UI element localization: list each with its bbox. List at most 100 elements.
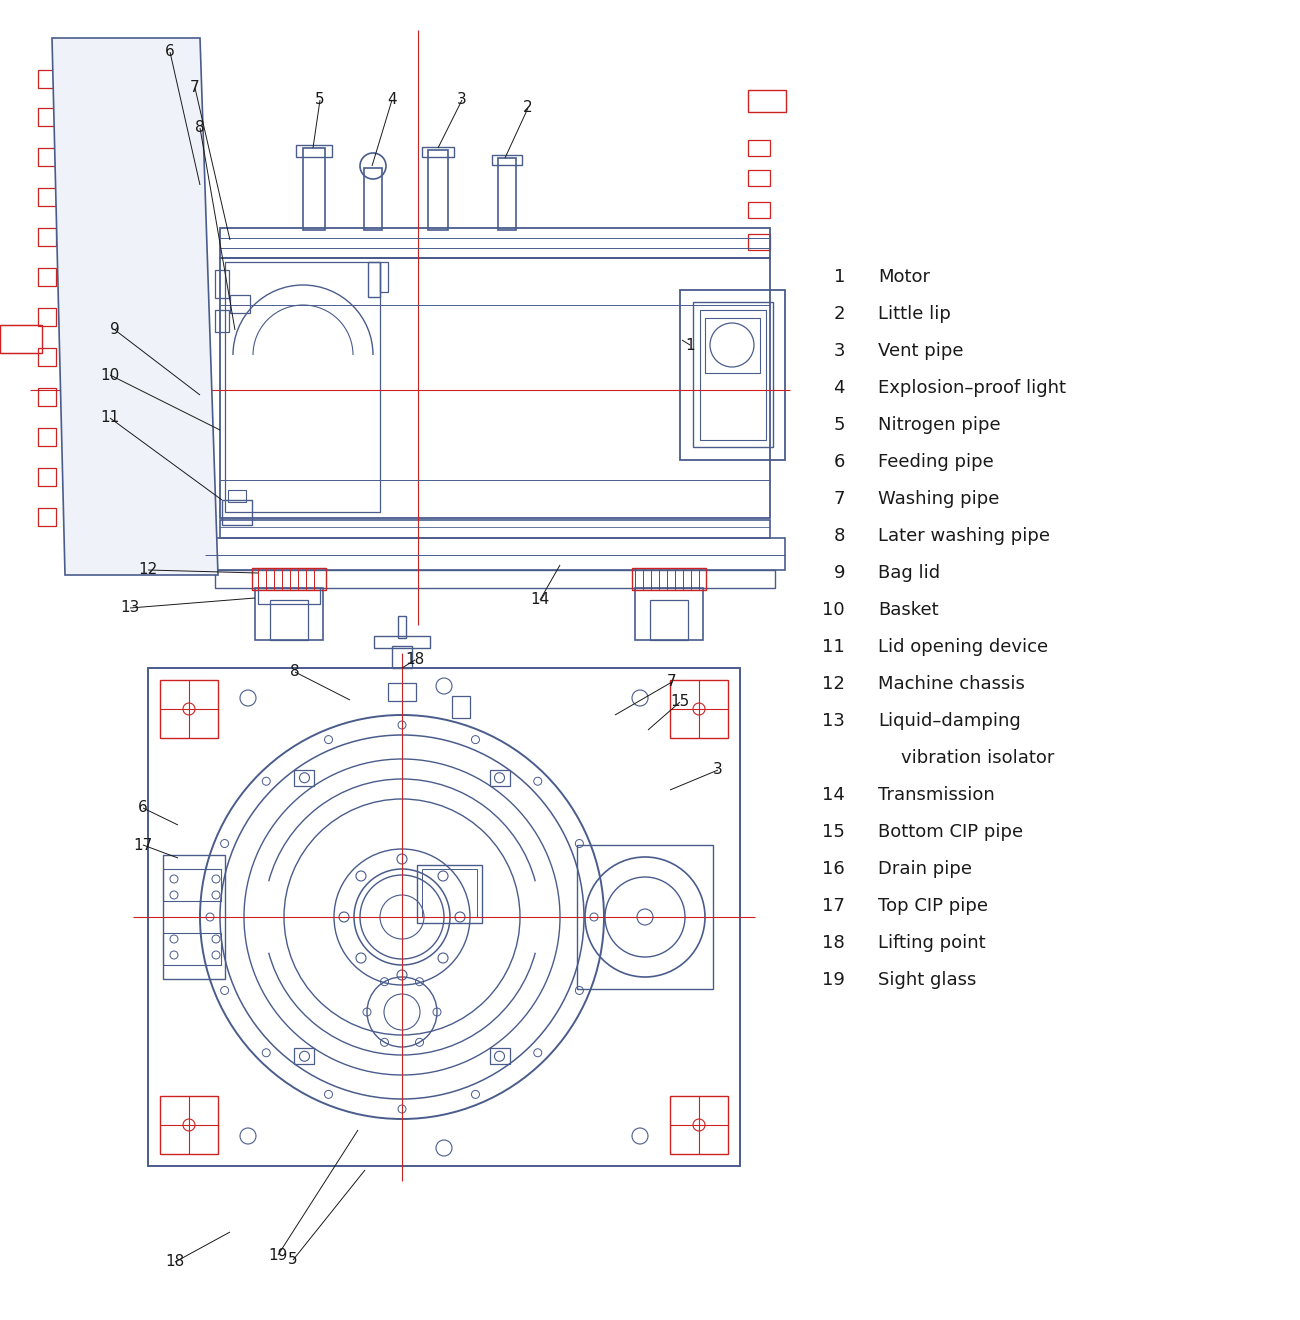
Text: 5: 5	[315, 92, 325, 107]
Bar	[387, 682, 416, 701]
Bar	[705, 318, 760, 374]
Bar	[393, 645, 412, 668]
Text: 15: 15	[671, 694, 689, 710]
Text: 6: 6	[165, 45, 176, 59]
Bar	[380, 261, 387, 292]
Text: vibration isolator: vibration isolator	[878, 748, 1054, 767]
Bar	[255, 587, 322, 640]
Text: Explosion–proof light: Explosion–proof light	[878, 379, 1066, 397]
Text: 6: 6	[833, 453, 845, 471]
Bar	[162, 855, 225, 979]
Bar	[214, 271, 229, 298]
Bar	[38, 228, 56, 246]
Bar	[295, 1048, 315, 1064]
Bar	[148, 668, 740, 1166]
Text: 13: 13	[121, 601, 139, 615]
Bar	[747, 140, 770, 156]
Bar	[227, 490, 246, 502]
Bar	[0, 325, 42, 352]
Bar	[632, 568, 706, 590]
Text: Basket: Basket	[878, 601, 939, 619]
Text: 9: 9	[111, 322, 120, 338]
Bar	[222, 500, 252, 525]
Bar	[160, 680, 218, 738]
Text: 7: 7	[833, 490, 845, 508]
Bar	[220, 520, 770, 539]
Text: Transmission: Transmission	[878, 785, 995, 804]
Bar	[38, 268, 56, 286]
Bar	[205, 539, 785, 570]
Text: Machine chassis: Machine chassis	[878, 675, 1024, 693]
Bar	[160, 1096, 218, 1154]
Bar	[220, 228, 770, 257]
Text: 19: 19	[268, 1247, 287, 1262]
Text: Washing pipe: Washing pipe	[878, 490, 1000, 508]
Text: Top CIP pipe: Top CIP pipe	[878, 898, 988, 915]
Text: 6: 6	[138, 800, 148, 816]
Text: 3: 3	[458, 92, 467, 107]
Bar	[296, 145, 332, 157]
Text: 8: 8	[290, 664, 300, 680]
Text: 4: 4	[387, 92, 396, 107]
Text: 17: 17	[134, 837, 152, 853]
Text: 15: 15	[822, 822, 845, 841]
Bar	[417, 865, 482, 923]
Bar	[270, 601, 308, 640]
Text: Nitrogen pipe: Nitrogen pipe	[878, 416, 1001, 434]
Text: 3: 3	[833, 342, 845, 360]
Text: Feeding pipe: Feeding pipe	[878, 453, 993, 471]
Text: 2: 2	[523, 100, 533, 116]
Bar	[214, 570, 775, 587]
Text: Vent pipe: Vent pipe	[878, 342, 963, 360]
Text: 10: 10	[823, 601, 845, 619]
Text: 10: 10	[100, 367, 120, 383]
Text: Bottom CIP pipe: Bottom CIP pipe	[878, 822, 1023, 841]
Bar	[225, 261, 380, 512]
Bar	[452, 696, 471, 718]
Bar	[38, 348, 56, 366]
Bar	[162, 933, 221, 965]
Text: Later washing pipe: Later washing pipe	[878, 527, 1050, 545]
Text: 7: 7	[190, 81, 200, 95]
Text: Drain pipe: Drain pipe	[878, 861, 972, 878]
Polygon shape	[52, 38, 218, 576]
Text: 13: 13	[822, 711, 845, 730]
Text: 1: 1	[833, 268, 845, 286]
Bar	[680, 290, 785, 459]
Bar	[699, 310, 766, 440]
Text: 5: 5	[289, 1253, 298, 1267]
Bar	[747, 90, 786, 112]
Text: 17: 17	[822, 898, 845, 915]
Bar	[38, 108, 56, 125]
Bar	[498, 158, 516, 230]
Bar	[38, 187, 56, 206]
Bar	[650, 601, 688, 640]
Text: Motor: Motor	[878, 268, 930, 286]
Bar	[38, 508, 56, 525]
Text: 3: 3	[714, 763, 723, 777]
Text: Lifting point: Lifting point	[878, 935, 985, 952]
Text: Little lip: Little lip	[878, 305, 950, 323]
Bar	[577, 845, 712, 989]
Bar	[670, 1096, 728, 1154]
Text: 2: 2	[833, 305, 845, 323]
Bar	[38, 428, 56, 446]
Bar	[38, 469, 56, 486]
Text: 18: 18	[165, 1254, 185, 1270]
Bar	[303, 148, 325, 230]
Bar	[747, 234, 770, 249]
Text: 18: 18	[406, 652, 425, 668]
Bar	[491, 154, 523, 165]
Text: 9: 9	[833, 564, 845, 582]
Bar	[670, 680, 728, 738]
Text: 12: 12	[822, 675, 845, 693]
Text: 18: 18	[822, 935, 845, 952]
Bar	[634, 587, 703, 640]
Text: 1: 1	[685, 338, 694, 352]
Bar	[220, 257, 770, 517]
Bar	[398, 616, 406, 638]
Text: 11: 11	[100, 411, 120, 425]
Bar	[428, 150, 448, 230]
Text: 14: 14	[530, 593, 550, 607]
Bar	[38, 388, 56, 407]
